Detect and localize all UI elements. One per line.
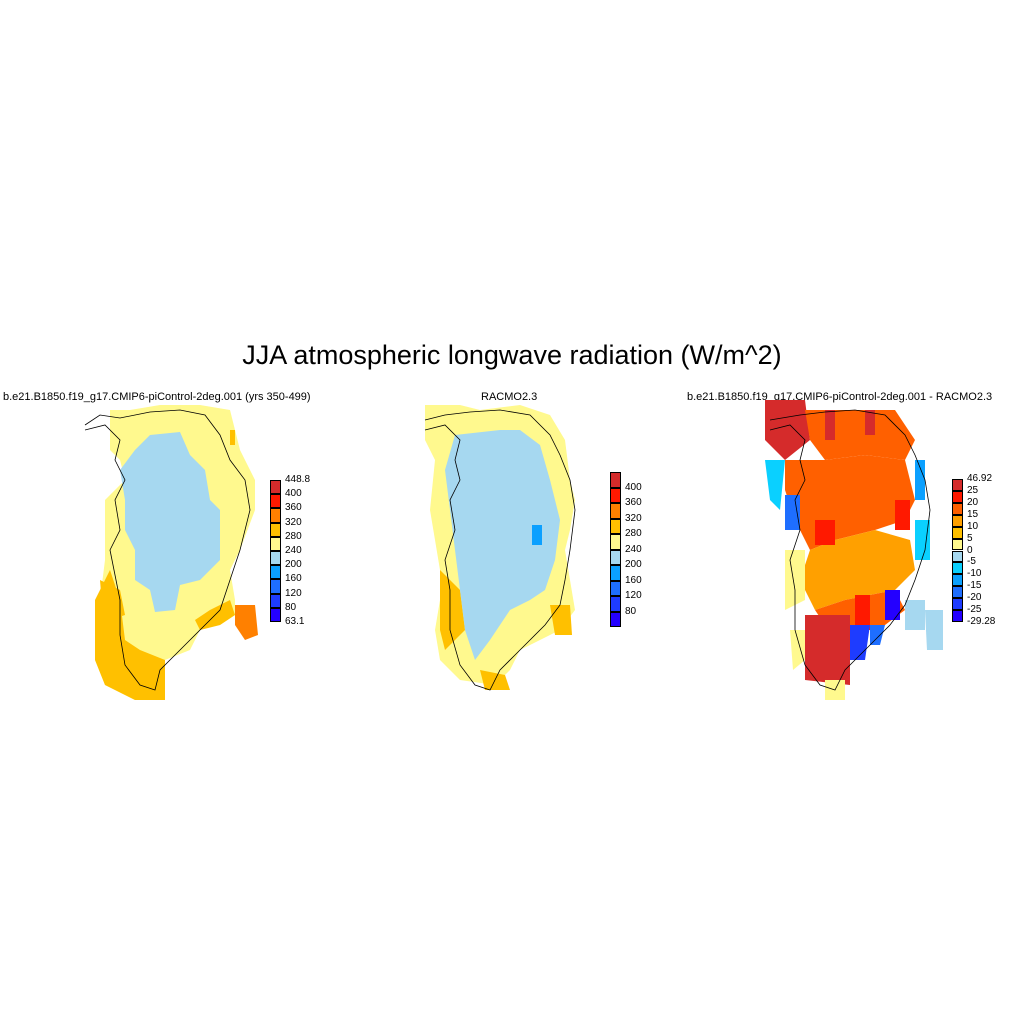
legend-label: -15	[967, 580, 982, 592]
map-panel-difference	[765, 400, 943, 700]
legend-label: 360	[285, 502, 302, 514]
legend-label: 15	[967, 508, 979, 520]
field-cells	[425, 405, 575, 690]
legend-label: 160	[285, 573, 302, 585]
legend-label: 46.92	[967, 473, 993, 484]
legend-swatch	[270, 579, 281, 594]
legend-swatch	[270, 522, 281, 537]
legend-label: 280	[625, 528, 642, 539]
legend-label: 160	[625, 574, 642, 586]
panel-1-subtitle: b.e21.B1850.f19_g17.CMIP6-piControl-2deg…	[3, 391, 311, 403]
legend-label: 200	[285, 559, 302, 571]
legend-label: 360	[625, 497, 642, 508]
legend-label: 320	[285, 516, 302, 528]
legend-swatch	[610, 596, 621, 612]
legend-swatch	[952, 514, 963, 527]
map-panel-model	[84, 405, 258, 700]
legend-swatch	[610, 518, 621, 534]
field-cells	[85, 405, 258, 700]
legend-label: 240	[285, 545, 302, 556]
coastline	[424, 409, 576, 691]
legend-label: 240	[625, 543, 642, 555]
legend-label: 400	[625, 481, 642, 493]
legend-swatch	[610, 534, 621, 550]
legend-swatch	[270, 551, 281, 566]
legend-swatch	[952, 502, 963, 515]
legend-swatch	[270, 565, 281, 580]
legend-label: 400	[285, 488, 302, 500]
legend-swatch	[952, 586, 963, 599]
legend-label: 80	[285, 601, 297, 613]
legend-label: 120	[285, 587, 302, 599]
legend-swatch	[952, 490, 963, 503]
legend-label: 200	[625, 559, 642, 570]
legend-label: 120	[625, 590, 642, 601]
panel-3-subtitle: b.e21.B1850.f19_g17.CMIP6-piControl-2deg…	[687, 391, 993, 403]
map-panel-racmo	[424, 405, 576, 691]
legend-label: 80	[625, 605, 637, 617]
legend-swatch	[952, 562, 963, 575]
legend-swatch	[270, 508, 281, 523]
legend-label: -10	[967, 568, 982, 580]
legend-swatch	[270, 494, 281, 509]
coastline	[769, 409, 931, 691]
legend-label: -25	[967, 604, 982, 616]
panel-2-subtitle: RACMO2.3	[481, 391, 538, 403]
legend-swatch	[952, 550, 963, 563]
legend-label: 25	[967, 484, 979, 496]
legend-label: 448.8	[285, 474, 311, 485]
legend-swatch	[270, 480, 281, 495]
legend-label: -20	[967, 592, 982, 604]
legend-label: 20	[967, 496, 979, 508]
field-cells	[765, 400, 943, 700]
legend-swatch	[610, 611, 621, 627]
coastline	[84, 409, 251, 691]
legend-label: 63.1	[285, 616, 305, 627]
legend-label: 10	[967, 520, 979, 532]
legend-label: 280	[285, 530, 302, 542]
legend-label: 5	[967, 532, 973, 544]
legend-swatch	[952, 574, 963, 587]
legend-swatch	[610, 472, 621, 488]
legend-swatch	[270, 607, 281, 622]
legend-swatch	[610, 549, 621, 565]
legend-label: -29.28	[967, 616, 996, 627]
legend-swatch	[270, 593, 281, 608]
legend-swatch	[952, 526, 963, 539]
legend-swatch	[952, 598, 963, 611]
legend-swatch	[610, 580, 621, 596]
legend-swatch	[270, 536, 281, 551]
legend-swatch	[610, 487, 621, 503]
legend-label: 0	[967, 544, 973, 556]
figure-title: JJA atmospheric longwave radiation (W/m^…	[242, 340, 782, 370]
legend-swatch	[952, 610, 963, 622]
legend-swatch	[952, 538, 963, 551]
legend-label: 320	[625, 512, 642, 524]
legend-label: -5	[967, 556, 976, 568]
legend-swatch	[952, 479, 963, 491]
legend-swatch	[610, 565, 621, 581]
legend-swatch	[610, 503, 621, 519]
